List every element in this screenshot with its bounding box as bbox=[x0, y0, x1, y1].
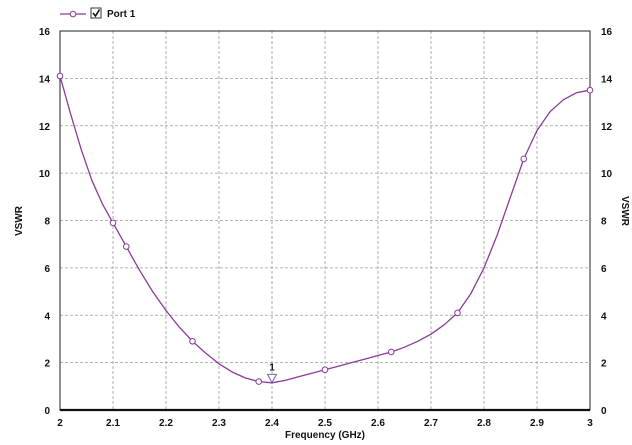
series-line-port-1 bbox=[59, 75, 591, 384]
marker-layer: 1 bbox=[266, 362, 278, 384]
grid-layer bbox=[60, 31, 590, 410]
x-tick-label: 2.9 bbox=[530, 418, 544, 429]
y-tick-label-left: 2 bbox=[44, 359, 50, 370]
y-tick-label-left: 8 bbox=[44, 217, 50, 228]
x-tick-label: 3 bbox=[587, 418, 593, 429]
y-tick-label-right: 4 bbox=[601, 311, 607, 322]
marker-triangle-icon[interactable] bbox=[266, 373, 278, 384]
legend-marker-sample bbox=[69, 10, 77, 18]
data-point bbox=[454, 309, 461, 317]
y-axis-title-right: VSWR bbox=[619, 196, 630, 227]
legend[interactable]: Port 1 bbox=[60, 7, 136, 20]
ticks-layer: 2 2.1 2.2 2.3 2.4 2.5 2.6 2.7 2.8 2.9 30 02 24 46 68 81… bbox=[39, 27, 613, 429]
y-tick-label-left: 10 bbox=[39, 169, 51, 180]
data-point bbox=[321, 366, 329, 374]
data-point bbox=[586, 86, 594, 94]
x-tick-label: 2.4 bbox=[265, 418, 279, 429]
y-tick-label-left: 4 bbox=[44, 311, 50, 322]
x-tick-label: 2.7 bbox=[424, 418, 438, 429]
series-layer bbox=[56, 72, 594, 385]
x-tick-label: 2.3 bbox=[212, 418, 226, 429]
data-point bbox=[122, 243, 130, 250]
x-tick-label: 2.2 bbox=[159, 418, 173, 429]
x-tick-label: 2.6 bbox=[371, 418, 385, 429]
y-tick-label-right: 2 bbox=[601, 359, 607, 370]
y-tick-label-right: 14 bbox=[601, 74, 613, 85]
x-tick-label: 2.5 bbox=[318, 418, 332, 429]
x-tick-label: 2 bbox=[57, 418, 63, 429]
data-point bbox=[189, 338, 196, 345]
data-point bbox=[109, 219, 117, 227]
data-point bbox=[56, 72, 64, 80]
y-tick-label-right: 8 bbox=[601, 217, 607, 228]
marker-label: 1 bbox=[269, 362, 275, 373]
x-axis-title: Frequency (GHz) bbox=[285, 430, 365, 441]
y-tick-label-right: 10 bbox=[601, 169, 613, 180]
axes-layer bbox=[59, 30, 591, 412]
x-tick-label: 2.1 bbox=[106, 418, 120, 429]
y-tick-label-left: 6 bbox=[44, 264, 50, 275]
y-axis-title-left: VSWR bbox=[14, 205, 25, 236]
checkmark-icon bbox=[92, 9, 101, 18]
data-point bbox=[255, 378, 263, 385]
y-tick-label-left: 12 bbox=[39, 122, 51, 133]
data-point bbox=[387, 348, 395, 356]
y-tick-label-right: 6 bbox=[601, 264, 607, 275]
y-tick-label-right: 0 bbox=[601, 406, 607, 417]
y-tick-label-left: 14 bbox=[39, 74, 51, 85]
y-tick-label-left: 16 bbox=[39, 27, 51, 38]
legend-label: Port 1 bbox=[107, 9, 136, 20]
y-tick-label-right: 16 bbox=[601, 27, 613, 38]
x-tick-label: 2.8 bbox=[477, 418, 491, 429]
legend-checkbox[interactable] bbox=[90, 7, 102, 19]
data-point bbox=[520, 155, 528, 163]
y-tick-label-left: 0 bbox=[44, 406, 50, 417]
y-tick-label-right: 12 bbox=[601, 122, 613, 133]
